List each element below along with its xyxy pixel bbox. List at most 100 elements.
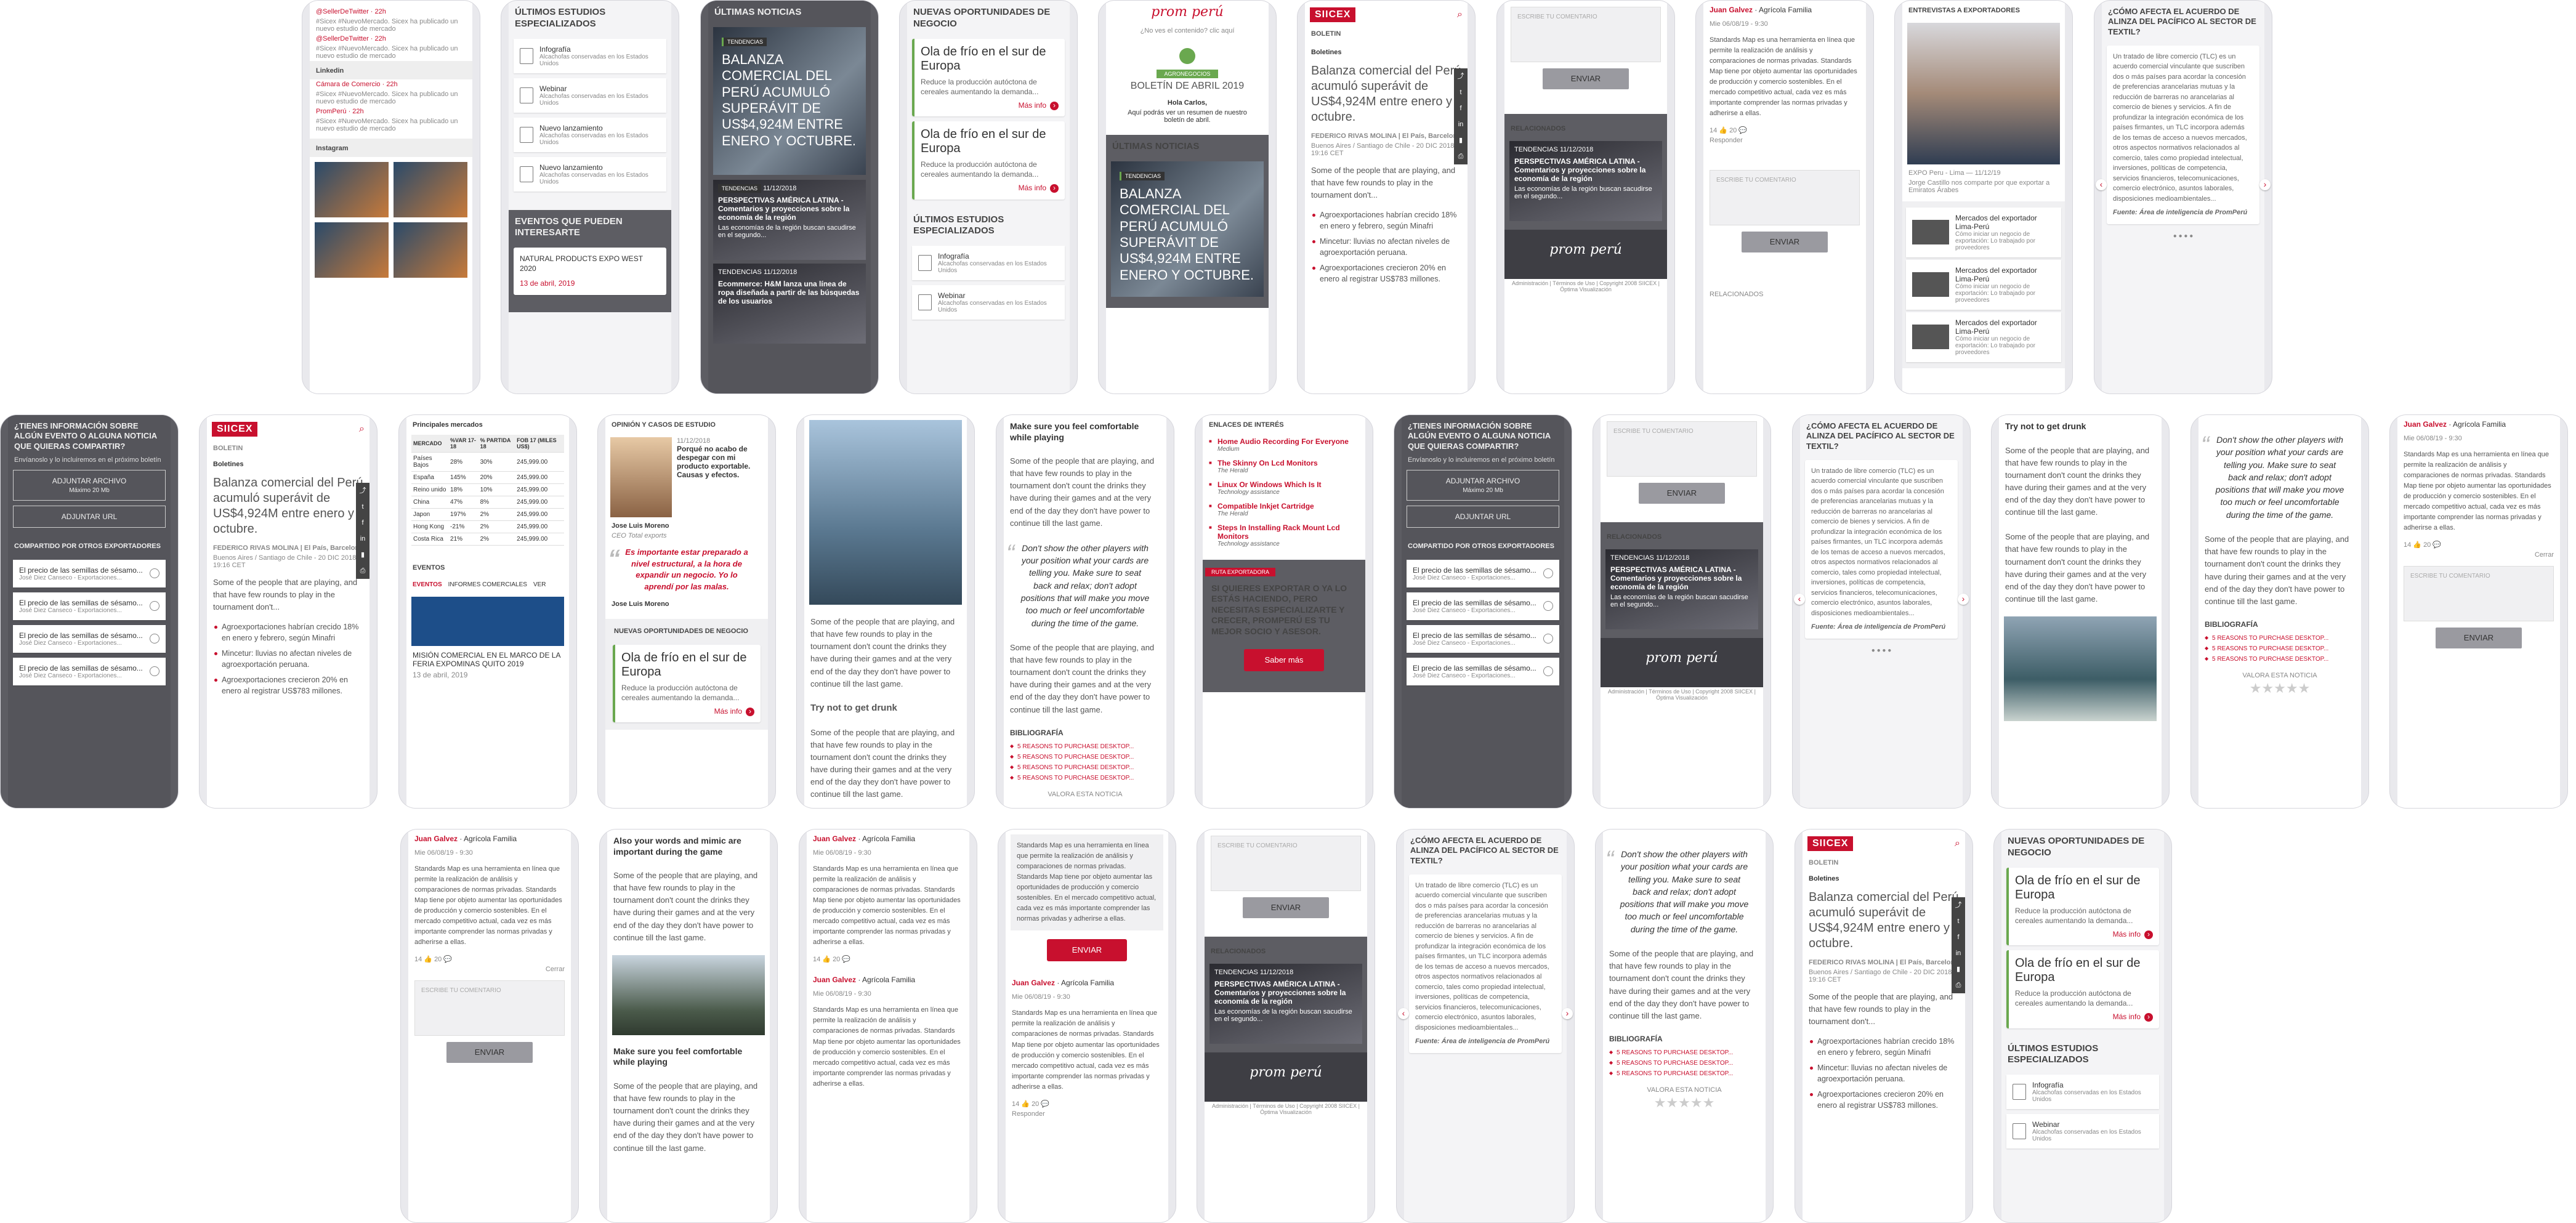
opportunity-card[interactable]: Ola de frío en el sur de Europa Reduce la…	[2006, 950, 2159, 1028]
commenter-name[interactable]: Juan Galvez	[1012, 979, 1056, 988]
instagram-photo[interactable]	[315, 222, 389, 278]
bibliography-item[interactable]: 5 REASONS TO PURCHASE DESKTOP...	[2198, 644, 2361, 654]
study-item[interactable]: Nuevo lanzamiento Alcachofas conservadas …	[514, 156, 666, 192]
news-item[interactable]: TENDENCIAS 11/12/2018 Ecommerce: H&M lanz…	[713, 263, 866, 344]
comment-input[interactable]: ESCRIBE TU COMENTARIO	[1511, 7, 1661, 62]
attach-url-button[interactable]: ADJUNTAR URL	[1407, 505, 1559, 528]
send-button[interactable]: ENVIAR	[1243, 897, 1329, 918]
share-icon[interactable]: ⤴	[1457, 73, 1464, 80]
study-item[interactable]: Webinar Alcachofas conservadas en los Est…	[514, 78, 666, 113]
tab-events[interactable]: EVENTOS	[413, 581, 442, 588]
instagram-photo[interactable]	[394, 161, 467, 217]
back-link[interactable]: BOLETIN	[213, 445, 243, 452]
more-info-link[interactable]: Más info	[2015, 1012, 2153, 1022]
comment-draft[interactable]: Standards Map es una herramienta en líne…	[1011, 834, 1163, 931]
related-item[interactable]: TENDENCIAS 11/12/2018 PERSPECTIVAS AMÉRIC…	[1209, 963, 1362, 1044]
print-icon[interactable]: ⎙	[360, 567, 366, 575]
related-item[interactable]: TENDENCIAS 11/12/2018 PERSPECTIVAS AMÉRIC…	[1605, 549, 1758, 629]
bookmark-icon[interactable]: ▮	[1458, 137, 1463, 144]
opportunity-card[interactable]: Ola de frío en el sur de Europa Reduce la…	[912, 121, 1065, 200]
bookmark-icon[interactable]: ▮	[360, 551, 365, 559]
breadcrumb[interactable]: Boletines	[213, 461, 244, 468]
shared-item[interactable]: El precio de las semillas de sésamo... Jo…	[1407, 624, 1559, 653]
search-icon[interactable]: ⌕	[1457, 9, 1463, 20]
study-item[interactable]: Infografía Alcachofas conservadas en los …	[514, 38, 666, 73]
carousel-dots[interactable]: ● ● ● ●	[2173, 232, 2194, 240]
back-link[interactable]: BOLETIN	[1809, 859, 1839, 866]
siicex-logo[interactable]: SIICEX	[1807, 836, 1854, 851]
study-item[interactable]: Infografía Alcachofas conservadas en los …	[912, 246, 1065, 281]
bookmark-icon[interactable]: ▮	[1956, 966, 1961, 973]
footer-links[interactable]: Administración | Términos de Uso | Copyr…	[1212, 1102, 1360, 1115]
study-item[interactable]: Webinar Alcachofas conservadas en los Est…	[2006, 1114, 2159, 1149]
siicex-logo[interactable]: SIICEX	[1310, 7, 1356, 22]
opportunity-card[interactable]: Ola de frío en el sur de Europa Reduce la…	[613, 644, 761, 723]
close-link[interactable]: Cerrar	[2534, 551, 2554, 559]
event-card[interactable]: NATURAL PRODUCTS EXPO WEST 2020 13 de abr…	[514, 248, 666, 295]
bibliography-item[interactable]: 5 REASONS TO PURCHASE DESKTOP...	[1603, 1068, 1766, 1079]
facebook-icon[interactable]: f	[361, 519, 364, 527]
instagram-photo[interactable]	[315, 161, 389, 217]
search-icon[interactable]: ⌕	[359, 424, 365, 434]
link-icon[interactable]	[150, 568, 159, 578]
send-button[interactable]: ENVIAR	[446, 1042, 533, 1064]
post-author-2[interactable]: PromPerú · 22h	[316, 107, 364, 115]
tweet-author[interactable]: @SellerDeTwitter · 22h	[316, 8, 386, 15]
event-banner[interactable]	[411, 596, 564, 646]
post-author[interactable]: Cámara de Comercio · 22h	[316, 80, 398, 88]
twitter-icon[interactable]: t	[1460, 89, 1462, 96]
commenter-name[interactable]: Juan Galvez	[813, 975, 857, 985]
interest-link[interactable]: The Skinny On Lcd Monitors	[1203, 455, 1365, 467]
markets-select[interactable]: Principales mercados	[413, 421, 483, 429]
facebook-icon[interactable]: f	[1957, 934, 1960, 941]
bibliography-item[interactable]: 5 REASONS TO PURCHASE DESKTOP...	[2198, 633, 2361, 644]
attach-file-button[interactable]: ADJUNTAR ARCHIVO Máximo 20 Mb	[13, 469, 166, 501]
shared-item[interactable]: El precio de las semillas de sésamo... Jo…	[13, 559, 166, 587]
opinion-card[interactable]: 11/12/2018 Porqué no acabo de despegar co…	[605, 434, 768, 521]
study-item[interactable]: Webinar Alcachofas conservadas en los Est…	[912, 285, 1065, 320]
twitter-icon[interactable]: t	[1957, 918, 1960, 925]
print-icon[interactable]: ⎙	[1458, 153, 1464, 160]
rating-stars[interactable]: ★★★★★	[2249, 680, 2311, 696]
close-link[interactable]: Cerrar	[545, 966, 565, 974]
share-icon[interactable]: ⤴	[1955, 902, 1962, 909]
carousel-dots[interactable]: ● ● ● ●	[1871, 647, 1892, 654]
attach-url-button[interactable]: ADJUNTAR URL	[13, 505, 166, 528]
send-button[interactable]: ENVIAR	[2436, 628, 2522, 649]
video-item[interactable]: Mercados del exportador Lima-Perú Cómo in…	[1906, 259, 2061, 310]
linkedin-icon[interactable]: in	[1458, 121, 1464, 128]
news-hero[interactable]: TENDENCIAS BALANZA COMERCIAL DEL PERÚ ACU…	[713, 26, 866, 175]
commenter-name[interactable]: Juan Galvez	[813, 834, 857, 843]
comment-input[interactable]: ESCRIBE TU COMENTARIO	[2404, 566, 2554, 622]
news-hero[interactable]: TENDENCIAS BALANZA COMERCIAL DEL PERÚ ACU…	[1111, 161, 1264, 297]
download-icon[interactable]	[150, 601, 159, 611]
next-arrow[interactable]: ›	[1562, 1008, 1573, 1019]
twitter-icon[interactable]: t	[361, 503, 364, 511]
back-link[interactable]: BOLETIN	[1311, 30, 1341, 38]
send-button[interactable]: ENVIAR	[1742, 232, 1828, 253]
prev-arrow[interactable]: ‹	[2096, 179, 2107, 190]
bibliography-item[interactable]: 5 REASONS TO PURCHASE DESKTOP...	[1004, 741, 1166, 752]
bibliography-item[interactable]: 5 REASONS TO PURCHASE DESKTOP...	[1004, 762, 1166, 773]
shared-item[interactable]: El precio de las semillas de sésamo... Jo…	[13, 657, 166, 685]
tab-more[interactable]: VER	[533, 581, 546, 588]
commenter-name[interactable]: Juan Galvez	[2404, 420, 2447, 429]
video-item[interactable]: Mercados del exportador Lima-Perú Cómo in…	[1906, 312, 2061, 362]
prev-arrow[interactable]: ‹	[1794, 594, 1805, 605]
more-info-link[interactable]: Más info	[2015, 929, 2153, 939]
interview-photo[interactable]	[1907, 22, 2060, 164]
know-more-button[interactable]: Saber más	[1244, 649, 1324, 672]
comment-input[interactable]: ESCRIBE TU COMENTARIO	[1607, 421, 1757, 477]
linkedin-icon[interactable]: in	[360, 535, 366, 543]
view-online-link[interactable]: ¿No ves el contenido? clic aquí	[1140, 27, 1235, 34]
interest-link[interactable]: Compatible Inkjet Cartridge	[1203, 498, 1365, 511]
bibliography-item[interactable]: 5 REASONS TO PURCHASE DESKTOP...	[2198, 654, 2361, 664]
news-item[interactable]: TENDENCIAS 11/12/2018 PERSPECTIVAS AMÉRIC…	[713, 179, 866, 260]
link-icon[interactable]	[1543, 568, 1553, 578]
send-button[interactable]: ENVIAR	[1639, 483, 1725, 504]
bibliography-item[interactable]: 5 REASONS TO PURCHASE DESKTOP...	[1603, 1058, 1766, 1068]
commenter-name[interactable]: Juan Galvez	[414, 834, 458, 843]
opportunity-card[interactable]: Ola de frío en el sur de Europa Reduce la…	[912, 38, 1065, 117]
bibliography-item[interactable]: 5 REASONS TO PURCHASE DESKTOP...	[1004, 773, 1166, 783]
download-icon[interactable]	[1543, 601, 1553, 611]
